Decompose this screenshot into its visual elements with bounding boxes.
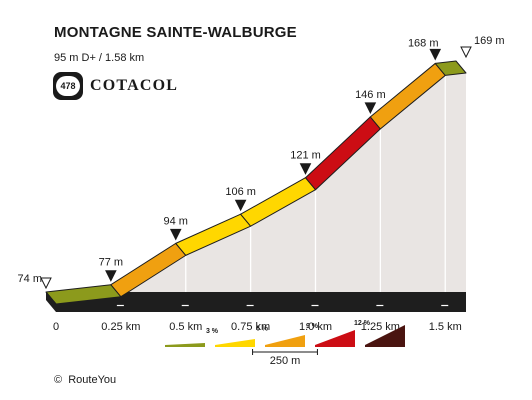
- elevation-marker: [105, 270, 117, 282]
- copyright-symbol: ©: [54, 374, 63, 386]
- elevation-label: 106 m: [225, 186, 256, 198]
- cotacol-number: 478: [56, 76, 80, 96]
- elevation-marker: [234, 199, 247, 212]
- profile-start-face: [45, 291, 57, 305]
- elevation-label: 146 m: [355, 89, 386, 101]
- elevation-label: 169 m: [474, 35, 505, 47]
- legend-label: 9 %: [306, 323, 319, 330]
- x-tick-label: 0.75 km: [231, 321, 270, 333]
- x-tick-label: 0.25 km: [101, 321, 140, 333]
- legend-label: 6 %: [256, 325, 269, 332]
- elevation-marker: [364, 102, 377, 115]
- cotacol-badge: 478: [53, 72, 83, 100]
- elevation-label: 94 m: [164, 215, 188, 227]
- legend-swatch: [265, 335, 305, 347]
- elevation-marker: [299, 163, 312, 175]
- elevation-marker: [169, 228, 182, 241]
- x-tick-label: 0.5 km: [169, 321, 202, 333]
- copyright: © RouteYou: [54, 374, 116, 386]
- x-tick-label: 1.5 km: [429, 321, 462, 333]
- profile-base-bar: [46, 292, 466, 312]
- copyright-text: RouteYou: [68, 374, 117, 386]
- legend-label: 12 %: [354, 320, 371, 327]
- x-tick-label: 1.25 km: [361, 321, 400, 333]
- elevation-label: 77 m: [99, 257, 123, 269]
- scale-bar-label: 250 m: [270, 355, 301, 367]
- legend-swatch: [215, 339, 255, 347]
- elevation-marker: [460, 46, 472, 59]
- climb-title: MONTAGNE SAINTE-WALBURGE: [54, 24, 297, 41]
- x-tick-label: 1.0 km: [299, 321, 332, 333]
- climb-stats: 95 m D+ / 1.58 km: [54, 52, 145, 64]
- elevation-marker: [429, 48, 442, 61]
- gradient-segment: [434, 60, 467, 76]
- elevation-label: 74 m: [18, 273, 42, 285]
- profile-wall: [56, 73, 466, 304]
- x-tick-label: 0: [53, 321, 59, 333]
- legend-label: 3 %: [206, 328, 219, 335]
- cotacol-logo: COTACOL: [90, 77, 179, 94]
- elevation-marker: [40, 277, 52, 290]
- elevation-label: 121 m: [290, 150, 321, 162]
- elevation-label: 168 m: [408, 37, 439, 49]
- legend-swatch: [365, 325, 405, 347]
- legend-swatch: [165, 343, 205, 347]
- legend-swatch: [315, 330, 355, 347]
